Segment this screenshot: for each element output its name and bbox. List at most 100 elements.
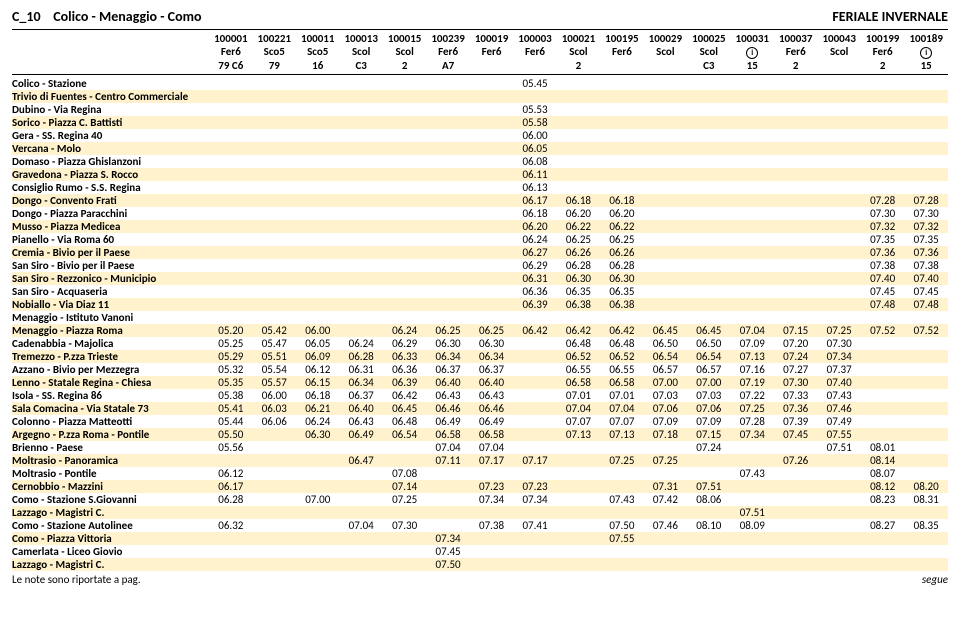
time-cell [731,129,774,142]
time-cell [296,116,339,129]
time-cell [253,259,296,272]
time-cell: 07.41 [513,519,556,532]
time-cell [817,168,860,181]
time-cell [296,558,339,571]
time-cell: 06.06 [253,415,296,428]
time-cell [253,233,296,246]
time-cell [426,467,469,480]
time-cell: 06.55 [600,363,643,376]
time-cell [774,259,817,272]
time-cell: 07.28 [731,415,774,428]
time-cell: 08.01 [861,441,904,454]
column-header-row: Fer6Sco5Sco5ScolScolFer6Fer6Fer6ScolFer6… [12,45,948,59]
time-cell [817,246,860,259]
time-cell: 08.12 [861,480,904,493]
time-cell: 06.28 [600,259,643,272]
time-cell: 06.30 [470,337,513,350]
time-cell [253,142,296,155]
time-cell [861,155,904,168]
time-cell [426,233,469,246]
route-name: Colico - Menaggio - Como [53,8,201,25]
time-cell [817,142,860,155]
time-cell: 06.17 [209,480,252,493]
time-cell [644,129,687,142]
time-cell: 07.34 [513,493,556,506]
time-cell [687,311,730,324]
table-row: Como - Piazza Vittoria07.3407.55 [12,532,948,545]
time-cell [339,207,382,220]
time-cell: 06.47 [339,454,382,467]
column-header: Sco5 [253,45,296,59]
table-row: Colonno - Piazza Matteotti05.4406.0606.2… [12,415,948,428]
time-cell [774,480,817,493]
time-cell: 08.35 [904,519,948,532]
time-cell [296,207,339,220]
time-cell [600,129,643,142]
time-cell [513,441,556,454]
table-row: Lazzago - Magistri C.07.50 [12,558,948,571]
time-cell [253,194,296,207]
time-cell: 07.55 [600,532,643,545]
time-cell [904,168,948,181]
time-cell: 06.58 [470,428,513,441]
time-cell: 06.34 [470,350,513,363]
time-cell [817,272,860,285]
time-cell [774,285,817,298]
time-cell: 07.09 [644,415,687,428]
stop-name: Tremezzo - P.zza Trieste [12,350,209,363]
time-cell [861,532,904,545]
time-cell: 07.51 [731,506,774,519]
time-cell: 06.46 [426,402,469,415]
time-cell [513,90,556,103]
time-cell [383,90,426,103]
time-cell [644,441,687,454]
column-header: Fer6 [774,45,817,59]
time-cell [861,103,904,116]
time-cell [817,311,860,324]
stop-name: Sala Comacina - Via Statale 73 [12,402,209,415]
time-cell: 06.29 [513,259,556,272]
time-cell: 06.43 [470,389,513,402]
time-cell: 06.24 [513,233,556,246]
time-cell [817,194,860,207]
time-cell: 07.37 [817,363,860,376]
time-cell: 06.46 [470,402,513,415]
column-header: Fer6 [600,45,643,59]
stop-name: Como - Piazza Vittoria [12,532,209,545]
time-cell [253,311,296,324]
time-cell: 07.52 [904,324,948,337]
time-cell [817,298,860,311]
column-header: 16 [296,59,339,72]
time-cell [861,311,904,324]
time-cell [383,194,426,207]
stop-name: Cernobbio - Mazzini [12,480,209,493]
table-row: Menaggio - Piazza Roma05.2005.4206.0006.… [12,324,948,337]
time-cell [426,129,469,142]
time-cell: 07.39 [774,415,817,428]
time-cell [557,454,600,467]
time-cell [774,272,817,285]
time-cell [296,272,339,285]
time-cell: 07.00 [687,376,730,389]
time-cell: 07.11 [426,454,469,467]
time-cell [253,103,296,116]
column-header: Fer6 [209,45,252,59]
time-cell [687,545,730,558]
time-cell [339,103,382,116]
time-cell: 07.36 [861,246,904,259]
time-cell [644,285,687,298]
time-cell [600,168,643,181]
time-cell [774,116,817,129]
time-cell [209,207,252,220]
time-cell: 06.29 [383,337,426,350]
time-cell [774,506,817,519]
time-cell: 05.47 [253,337,296,350]
table-row: Azzano - Bivio per Mezzegra05.3205.5406.… [12,363,948,376]
time-cell: 07.40 [904,272,948,285]
column-header: 100195 [600,32,643,45]
time-cell: 05.53 [513,103,556,116]
time-cell [644,532,687,545]
time-cell [296,233,339,246]
time-cell [817,454,860,467]
time-cell [731,207,774,220]
